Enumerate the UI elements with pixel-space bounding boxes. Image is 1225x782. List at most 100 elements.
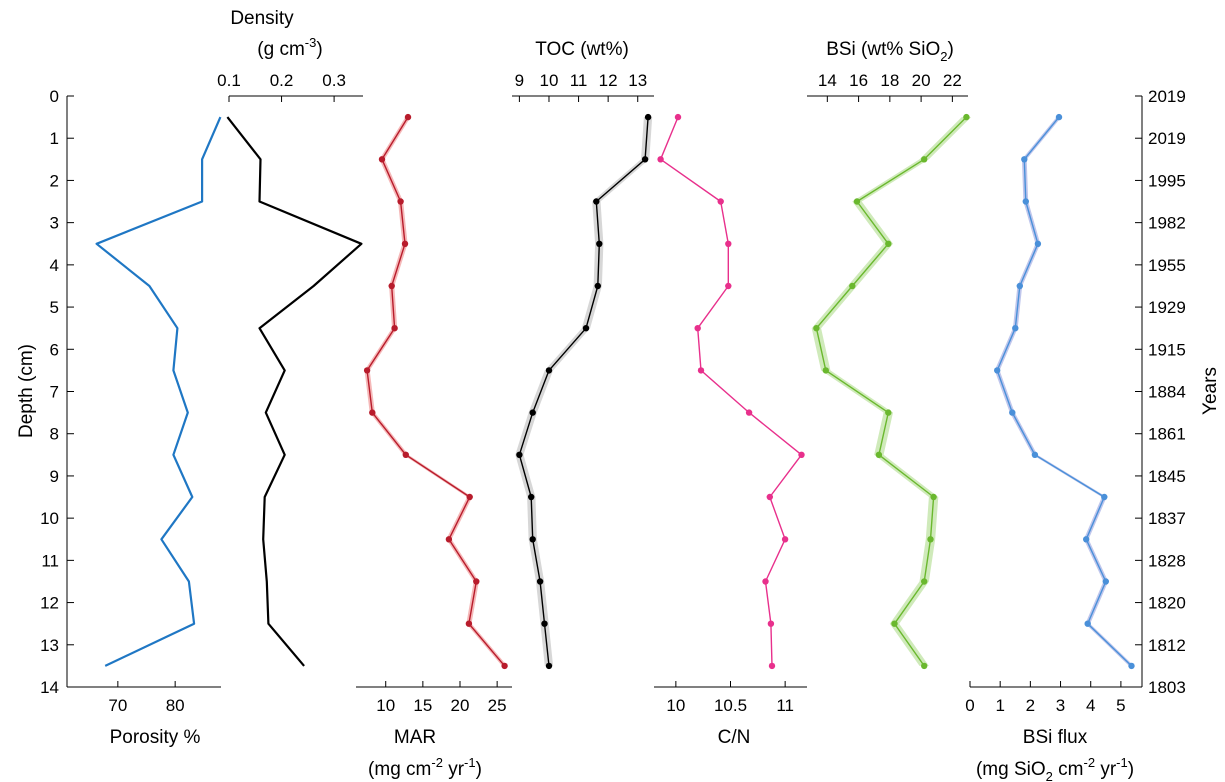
- bsi_flux-x-tick-label: 5: [1116, 696, 1125, 715]
- bsi_flux-data-point: [1102, 578, 1110, 585]
- mar-data-point: [466, 493, 473, 501]
- toc-data-point: [541, 620, 548, 627]
- porosity-axis-label: Porosity %: [110, 727, 201, 748]
- bsi_flux-data-point: [1128, 662, 1135, 670]
- bsi-data-point: [963, 113, 970, 121]
- depth-tick-label: 0: [50, 87, 59, 106]
- bsi-data-point: [927, 536, 934, 543]
- bsi_flux-data-point: [1016, 282, 1023, 290]
- toc-panel: 9 10 11 12 13: [512, 71, 654, 670]
- bsi-data-point: [822, 367, 829, 374]
- porosity-panel: 70 80: [72, 116, 222, 715]
- density-x-tick-label: 0.1: [217, 71, 241, 90]
- depth-axis-label: Depth (cm): [16, 344, 37, 438]
- mar-data-point: [401, 240, 409, 247]
- years-tick-label: 1915: [1148, 340, 1186, 359]
- depth-tick-label: 14: [40, 678, 59, 697]
- bsi-data-point: [921, 578, 928, 585]
- cn-data-point: [798, 451, 805, 458]
- years-tick-label: 1837: [1148, 509, 1186, 528]
- cn-data-point: [745, 409, 753, 416]
- cn-x-tick-label: 10: [666, 696, 685, 715]
- axis-titles: Depth (cm) Years Porosity % Density (g c…: [16, 8, 1221, 782]
- bsi_flux-x-tick-label: 1: [995, 696, 1004, 715]
- density-x-tick-label: 0.3: [322, 71, 346, 90]
- toc-data-point: [641, 156, 649, 163]
- mar-x-tick-label: 15: [413, 696, 432, 715]
- depth-tick-label: 8: [50, 425, 59, 444]
- toc-x-tick-label: 11: [570, 71, 588, 90]
- mar-data-point: [501, 662, 508, 670]
- bsi-x-tick-label: 18: [880, 71, 899, 90]
- years-tick-label: 1955: [1148, 256, 1186, 275]
- mar-unit-label: (mg cm-2 yr-1): [368, 755, 482, 780]
- cn-data-point: [766, 493, 773, 501]
- depth-tick-label: 3: [50, 214, 59, 233]
- mar-series-line: [366, 116, 506, 667]
- years-tick-label: 1884: [1148, 383, 1186, 402]
- mar-data-point: [404, 113, 412, 121]
- toc-x-tick-label: 13: [628, 71, 647, 90]
- mar-x-tick-label: 25: [488, 696, 507, 715]
- bsi_flux-data-point: [1083, 536, 1090, 543]
- cn-panel: 10 10.5 11: [654, 113, 807, 715]
- bsi-data-point: [921, 156, 928, 163]
- cn-data-point: [694, 325, 701, 332]
- toc-x-tick-label: 12: [599, 71, 618, 90]
- depth-tick-label: 10: [40, 509, 59, 528]
- depth-tick-label: 6: [50, 340, 59, 359]
- cn-data-point: [767, 620, 775, 627]
- bsi_flux-data-point: [1021, 156, 1028, 163]
- toc-axis-label: TOC (wt%): [535, 39, 629, 60]
- bsi-data-point: [875, 451, 883, 458]
- toc-data-point: [593, 198, 600, 205]
- mar-data-point: [397, 198, 404, 205]
- depth-tick-label: 2: [50, 171, 59, 190]
- years-tick-label: 1803: [1148, 678, 1186, 697]
- years-tick-label: 1820: [1148, 594, 1186, 613]
- bsi-data-point: [930, 493, 937, 501]
- porosity-x-tick-label: 70: [108, 696, 127, 715]
- mar-data-point: [445, 536, 453, 543]
- years-axis-label: Years: [1200, 367, 1221, 415]
- bsi_flux-panel: 0 1 2 3 4 5: [965, 113, 1139, 715]
- toc-data-point: [516, 451, 523, 458]
- cn-data-point: [762, 578, 769, 585]
- mar-data-point: [378, 156, 386, 163]
- bsi-x-tick-label: 22: [943, 71, 962, 90]
- toc-data-point: [536, 578, 544, 585]
- porosity-series-line: [95, 116, 222, 667]
- bsi-data-point: [885, 409, 892, 416]
- years-tick-label: 1861: [1148, 425, 1186, 444]
- mar-data-point: [391, 325, 398, 332]
- cn-data-point: [725, 282, 732, 290]
- bsi_flux-data-point: [1101, 493, 1108, 501]
- bsi-x-tick-label: 14: [818, 71, 837, 90]
- bsi-flux-axis-label: BSi flux: [1023, 727, 1088, 748]
- bsi-x-tick-label: 20: [912, 71, 931, 90]
- depth-tick-label: 12: [40, 594, 59, 613]
- bsi_flux-data-point: [1031, 451, 1039, 458]
- toc-data-point: [594, 282, 601, 290]
- bsi_flux-data-point: [994, 367, 1001, 374]
- mar-data-point: [402, 451, 409, 458]
- toc-data-point: [644, 113, 652, 121]
- bsi-data-point: [891, 620, 898, 627]
- bsi-x-tick-label: 16: [849, 71, 868, 90]
- toc-x-tick-label: 9: [515, 71, 524, 90]
- bsi_flux-data-point: [1055, 113, 1063, 121]
- toc-data-point: [596, 240, 603, 247]
- mar-x-tick-label: 10: [376, 696, 395, 715]
- bsi-data-point: [849, 282, 856, 290]
- cn-data-point: [674, 113, 682, 121]
- mar-data-point: [473, 578, 480, 585]
- cn-data-point: [657, 156, 664, 163]
- bsi_flux-data-point: [1084, 620, 1091, 627]
- mar-x-tick-label: 20: [451, 696, 470, 715]
- toc-series-line: [518, 117, 649, 666]
- cn-data-point: [768, 662, 776, 670]
- toc-data-point: [582, 325, 590, 332]
- toc-data-point: [545, 367, 553, 374]
- mar-panel: 10 15 20 25: [356, 113, 512, 715]
